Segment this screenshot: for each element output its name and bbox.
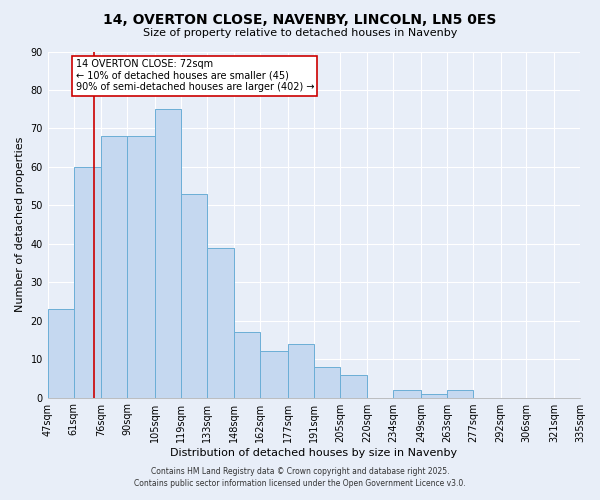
Text: Contains HM Land Registry data © Crown copyright and database right 2025.
Contai: Contains HM Land Registry data © Crown c… xyxy=(134,466,466,487)
Bar xyxy=(155,109,181,398)
Text: Size of property relative to detached houses in Navenby: Size of property relative to detached ho… xyxy=(143,28,457,38)
Bar xyxy=(127,136,155,398)
Bar xyxy=(394,390,421,398)
Bar xyxy=(48,309,74,398)
Bar xyxy=(340,374,367,398)
Bar xyxy=(181,194,207,398)
Bar xyxy=(421,394,447,398)
X-axis label: Distribution of detached houses by size in Navenby: Distribution of detached houses by size … xyxy=(170,448,457,458)
Text: 14 OVERTON CLOSE: 72sqm
← 10% of detached houses are smaller (45)
90% of semi-de: 14 OVERTON CLOSE: 72sqm ← 10% of detache… xyxy=(76,59,314,92)
Bar xyxy=(235,332,260,398)
Y-axis label: Number of detached properties: Number of detached properties xyxy=(15,137,25,312)
Bar xyxy=(314,367,340,398)
Bar xyxy=(447,390,473,398)
Bar xyxy=(101,136,127,398)
Bar xyxy=(74,167,101,398)
Bar xyxy=(288,344,314,398)
Bar xyxy=(207,248,235,398)
Text: 14, OVERTON CLOSE, NAVENBY, LINCOLN, LN5 0ES: 14, OVERTON CLOSE, NAVENBY, LINCOLN, LN5… xyxy=(103,12,497,26)
Bar xyxy=(260,352,288,398)
